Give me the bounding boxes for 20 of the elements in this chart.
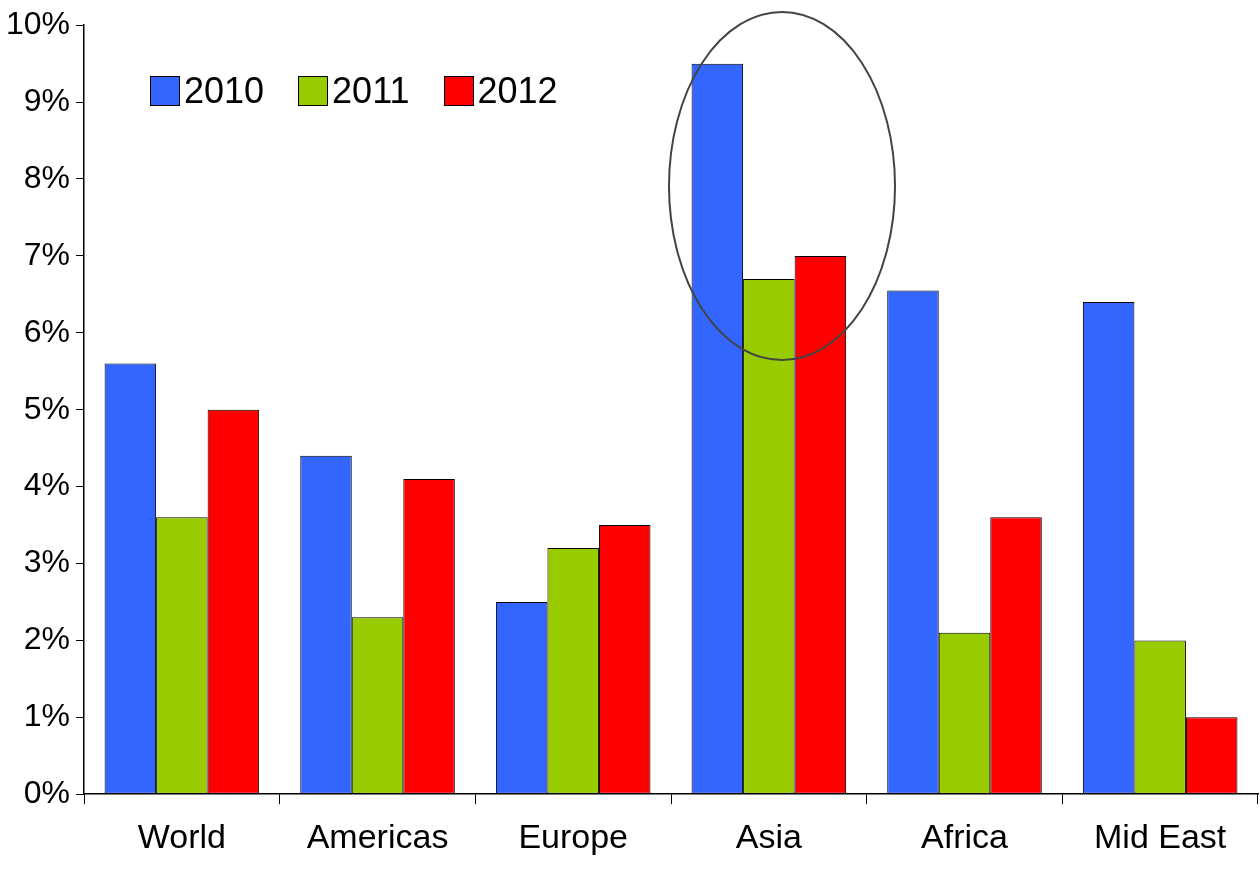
x-tick-label: Europe (518, 816, 629, 855)
y-tick-label: 4% (23, 466, 71, 503)
x-tick-label: Americas (306, 816, 449, 855)
x-tick-label: Mid East (1094, 816, 1227, 855)
legend-label: 2011 (332, 70, 410, 112)
legend-label: 2012 (477, 70, 558, 112)
y-tick-label: 3% (23, 543, 71, 580)
legend-label: 2010 (184, 70, 265, 112)
y-tick-label: 6% (23, 312, 71, 349)
y-tick-label: 1% (23, 697, 71, 734)
y-tick-label: 2% (23, 620, 71, 657)
x-tick-label: World (137, 816, 226, 855)
y-tick-label: 0% (23, 774, 71, 811)
y-tick-label: 5% (23, 389, 71, 426)
y-tick-label: 10% (6, 5, 71, 42)
x-tick-label: Asia (735, 816, 803, 855)
x-tick-label: Africa (921, 816, 1009, 855)
y-tick-label: 9% (23, 81, 71, 118)
y-tick-label: 8% (23, 158, 71, 195)
y-tick-label: 7% (23, 235, 71, 272)
